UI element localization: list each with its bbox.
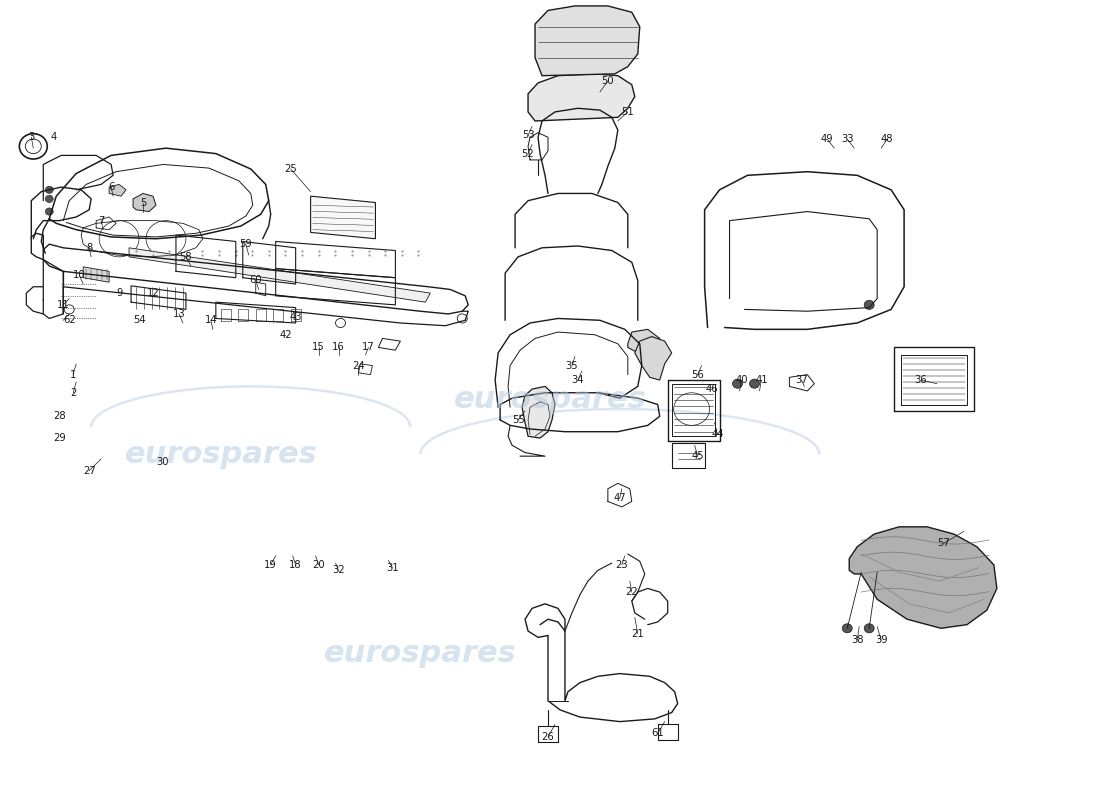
Text: 10: 10 [73, 270, 86, 280]
Polygon shape [535, 6, 640, 76]
Text: 15: 15 [312, 342, 324, 353]
Text: 36: 36 [915, 375, 927, 385]
Circle shape [865, 624, 874, 633]
Polygon shape [109, 184, 126, 196]
Polygon shape [84, 267, 109, 282]
Text: 24: 24 [352, 361, 365, 370]
Polygon shape [849, 527, 997, 628]
Text: 27: 27 [82, 466, 96, 476]
Text: 16: 16 [332, 342, 345, 353]
Text: 22: 22 [626, 587, 638, 597]
Text: 6: 6 [108, 182, 114, 192]
Text: 19: 19 [264, 560, 277, 570]
Polygon shape [310, 196, 375, 238]
Text: eurospares: eurospares [324, 639, 517, 668]
Text: 54: 54 [133, 315, 145, 326]
Text: 1: 1 [70, 370, 76, 380]
Text: 51: 51 [621, 107, 635, 117]
Circle shape [45, 186, 53, 194]
Text: 56: 56 [691, 370, 704, 380]
Text: 59: 59 [240, 239, 252, 249]
Text: 38: 38 [851, 635, 864, 645]
Text: 47: 47 [614, 493, 626, 503]
Text: 20: 20 [312, 560, 324, 570]
Text: 40: 40 [735, 375, 748, 385]
Circle shape [45, 208, 53, 215]
Text: 44: 44 [712, 430, 724, 439]
Text: 29: 29 [53, 433, 66, 443]
Text: 34: 34 [572, 375, 584, 385]
Text: 62: 62 [63, 315, 76, 326]
Text: eurospares: eurospares [453, 386, 647, 414]
Text: 8: 8 [86, 243, 92, 253]
Polygon shape [635, 337, 672, 380]
Text: 26: 26 [541, 732, 554, 742]
Text: 9: 9 [116, 288, 122, 298]
Text: 43: 43 [289, 312, 301, 322]
Text: 52: 52 [521, 149, 535, 158]
Text: 58: 58 [179, 252, 192, 262]
Circle shape [733, 379, 742, 388]
Text: 33: 33 [842, 134, 854, 144]
Text: 28: 28 [53, 411, 66, 422]
Text: 50: 50 [602, 76, 614, 86]
Text: 60: 60 [250, 275, 262, 286]
Polygon shape [628, 330, 660, 357]
Polygon shape [129, 248, 430, 302]
Polygon shape [522, 386, 556, 438]
Text: 14: 14 [205, 315, 217, 326]
Text: 12: 12 [146, 288, 160, 298]
Text: 4: 4 [51, 132, 56, 142]
Text: 25: 25 [284, 164, 297, 174]
Text: 5: 5 [140, 198, 146, 207]
Text: 61: 61 [651, 728, 664, 738]
Text: 7: 7 [98, 216, 104, 226]
Text: 11: 11 [57, 300, 69, 310]
Text: 55: 55 [512, 415, 525, 425]
Text: 2: 2 [70, 388, 76, 398]
Text: 48: 48 [881, 134, 893, 144]
Text: 39: 39 [874, 635, 888, 645]
Text: 30: 30 [156, 457, 169, 466]
Text: 41: 41 [756, 375, 768, 385]
Text: 31: 31 [386, 562, 398, 573]
Text: 49: 49 [821, 134, 834, 144]
Text: 3: 3 [29, 132, 34, 142]
Text: 32: 32 [332, 566, 344, 575]
Text: 42: 42 [279, 330, 292, 340]
Polygon shape [133, 194, 156, 211]
Circle shape [865, 300, 874, 310]
Text: 18: 18 [289, 560, 302, 570]
Circle shape [749, 379, 759, 388]
Text: 57: 57 [937, 538, 950, 548]
Text: 35: 35 [565, 361, 579, 370]
Polygon shape [528, 74, 635, 121]
Text: 21: 21 [631, 629, 645, 638]
Text: 46: 46 [705, 384, 718, 394]
Circle shape [843, 624, 852, 633]
Text: 17: 17 [362, 342, 375, 353]
Text: 53: 53 [521, 130, 535, 141]
Circle shape [45, 195, 53, 202]
Text: 13: 13 [173, 309, 185, 319]
Text: 23: 23 [616, 560, 628, 570]
Text: eurospares: eurospares [124, 440, 317, 469]
Text: 37: 37 [795, 375, 807, 385]
Text: 45: 45 [691, 451, 704, 461]
